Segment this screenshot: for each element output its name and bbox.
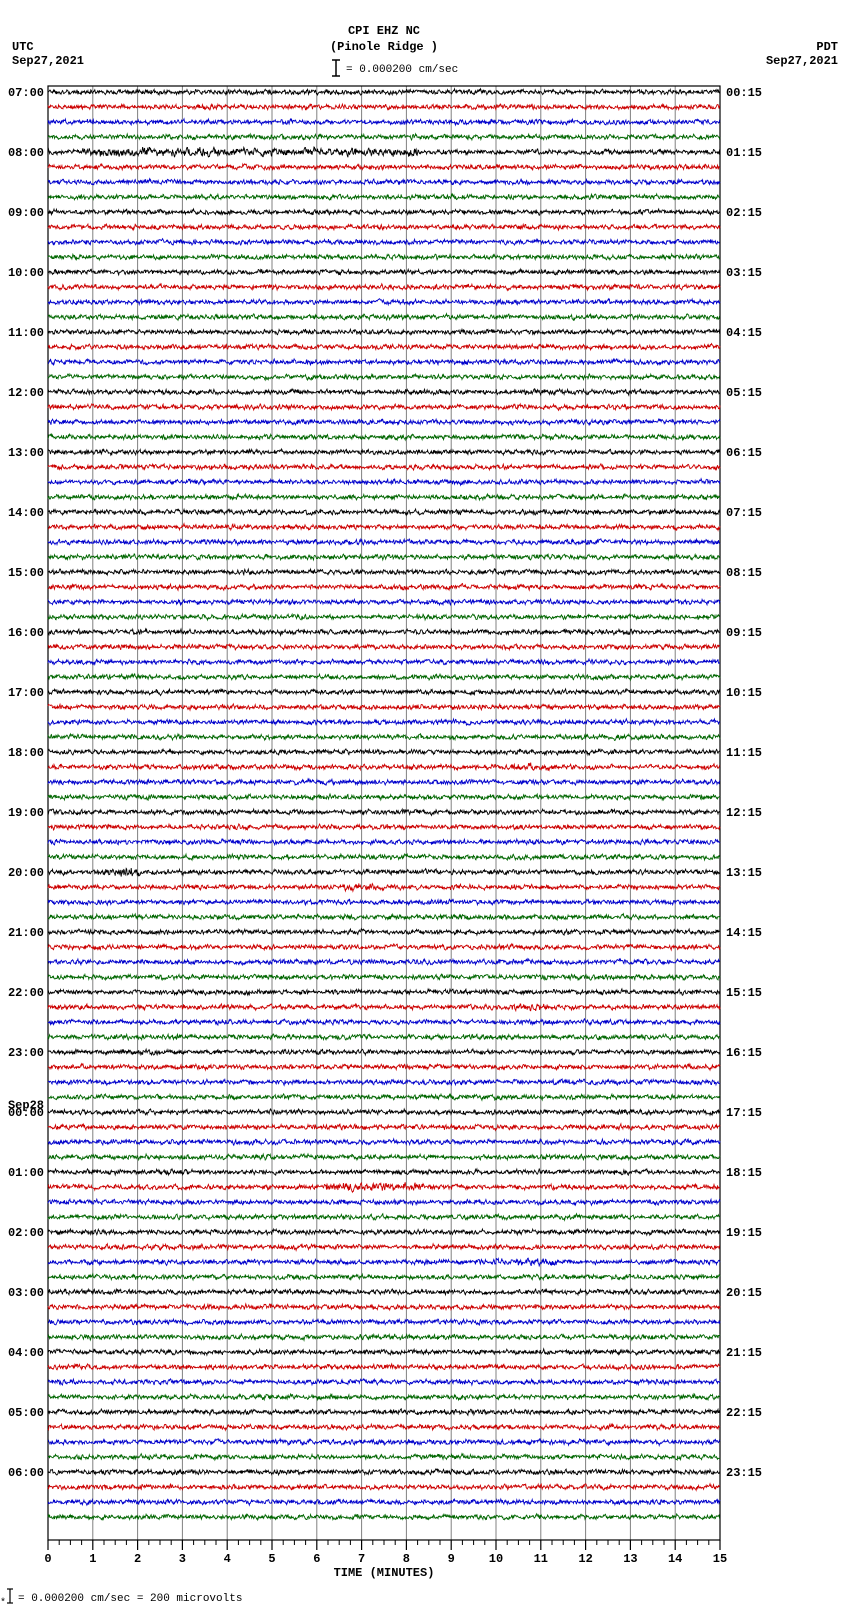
utc-time-label: 11:00	[8, 326, 44, 340]
x-tick-label: 4	[224, 1552, 231, 1566]
pdt-time-label: 19:15	[726, 1226, 762, 1240]
x-tick-label: 5	[268, 1552, 275, 1566]
utc-time-label: 14:00	[8, 506, 44, 520]
pdt-time-label: 03:15	[726, 266, 762, 280]
x-tick-label: 0	[44, 1552, 51, 1566]
pdt-time-label: 15:15	[726, 986, 762, 1000]
x-tick-label: 3	[179, 1552, 186, 1566]
pdt-time-label: 17:15	[726, 1106, 762, 1120]
seismogram-svg: CPI EHZ NC (Pinole Ridge ) = 0.000200 cm/s…	[0, 0, 850, 1613]
utc-time-label: 10:00	[8, 266, 44, 280]
pdt-time-label: 01:15	[726, 146, 762, 160]
x-tick-label: 12	[578, 1552, 592, 1566]
x-tick-label: 10	[489, 1552, 503, 1566]
x-tick-label: 9	[448, 1552, 455, 1566]
utc-time-label: 00:00	[8, 1106, 44, 1120]
utc-time-label: 01:00	[8, 1166, 44, 1180]
right-tz: PDT	[816, 40, 838, 54]
pdt-time-label: 09:15	[726, 626, 762, 640]
pdt-time-label: 08:15	[726, 566, 762, 580]
x-tick-label: 6	[313, 1552, 320, 1566]
pdt-time-label: 16:15	[726, 1046, 762, 1060]
x-tick-label: 8	[403, 1552, 410, 1566]
utc-time-label: 05:00	[8, 1406, 44, 1420]
station-subtitle: (Pinole Ridge )	[330, 40, 438, 54]
right-date: Sep27,2021	[766, 54, 838, 68]
x-tick-label: 15	[713, 1552, 727, 1566]
pdt-time-label: 22:15	[726, 1406, 762, 1420]
utc-time-label: 17:00	[8, 686, 44, 700]
x-tick-label: 13	[623, 1552, 637, 1566]
x-tick-label: 11	[534, 1552, 548, 1566]
x-tick-label: 14	[668, 1552, 682, 1566]
utc-time-label: 16:00	[8, 626, 44, 640]
left-tz: UTC	[12, 40, 34, 54]
utc-time-label: 20:00	[8, 866, 44, 880]
footer-label: = 0.000200 cm/sec = 200 microvolts	[18, 1593, 242, 1605]
x-tick-label: 2	[134, 1552, 141, 1566]
pdt-time-label: 05:15	[726, 386, 762, 400]
utc-time-label: 06:00	[8, 1466, 44, 1480]
pdt-time-label: 20:15	[726, 1286, 762, 1300]
pdt-time-label: 06:15	[726, 446, 762, 460]
utc-time-label: 15:00	[8, 566, 44, 580]
utc-time-label: 19:00	[8, 806, 44, 820]
seismogram-chart: CPI EHZ NC (Pinole Ridge ) = 0.000200 cm/s…	[0, 0, 850, 1613]
pdt-time-label: 18:15	[726, 1166, 762, 1180]
utc-time-label: 07:00	[8, 86, 44, 100]
pdt-time-label: 00:15	[726, 86, 762, 100]
utc-time-label: 02:00	[8, 1226, 44, 1240]
utc-time-label: 21:00	[8, 926, 44, 940]
left-date: Sep27,2021	[12, 54, 84, 68]
x-axis-label: TIME (MINUTES)	[334, 1566, 435, 1580]
utc-time-label: 22:00	[8, 986, 44, 1000]
pdt-time-label: 10:15	[726, 686, 762, 700]
utc-time-label: 03:00	[8, 1286, 44, 1300]
pdt-time-label: 11:15	[726, 746, 762, 760]
utc-time-label: 09:00	[8, 206, 44, 220]
pdt-time-label: 13:15	[726, 866, 762, 880]
utc-time-label: 12:00	[8, 386, 44, 400]
utc-time-label: 04:00	[8, 1346, 44, 1360]
footer-asterisk: *	[0, 1597, 6, 1609]
scale-label: = 0.000200 cm/sec	[346, 64, 458, 76]
utc-time-label: 08:00	[8, 146, 44, 160]
pdt-time-label: 04:15	[726, 326, 762, 340]
utc-time-label: 23:00	[8, 1046, 44, 1060]
pdt-time-label: 14:15	[726, 926, 762, 940]
utc-time-label: 13:00	[8, 446, 44, 460]
pdt-time-label: 21:15	[726, 1346, 762, 1360]
pdt-time-label: 12:15	[726, 806, 762, 820]
x-tick-label: 7	[358, 1552, 365, 1566]
station-title: CPI EHZ NC	[348, 24, 420, 38]
pdt-time-label: 07:15	[726, 506, 762, 520]
x-tick-label: 1	[89, 1552, 96, 1566]
pdt-time-label: 02:15	[726, 206, 762, 220]
utc-time-label: 18:00	[8, 746, 44, 760]
pdt-time-label: 23:15	[726, 1466, 762, 1480]
